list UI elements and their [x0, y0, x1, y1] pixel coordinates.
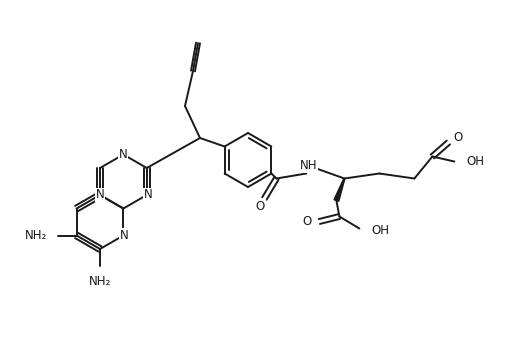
Text: OH: OH	[467, 155, 484, 168]
Text: N: N	[96, 188, 104, 202]
Text: NH₂: NH₂	[89, 275, 111, 288]
Text: O: O	[453, 131, 463, 144]
Text: NH: NH	[300, 159, 317, 172]
Text: N: N	[119, 148, 128, 161]
Text: O: O	[302, 215, 311, 228]
Text: NH₂: NH₂	[25, 229, 48, 242]
Text: O: O	[256, 200, 265, 213]
Text: N: N	[120, 229, 129, 242]
Text: N: N	[144, 188, 152, 202]
Text: OH: OH	[371, 224, 389, 237]
Polygon shape	[334, 178, 345, 201]
